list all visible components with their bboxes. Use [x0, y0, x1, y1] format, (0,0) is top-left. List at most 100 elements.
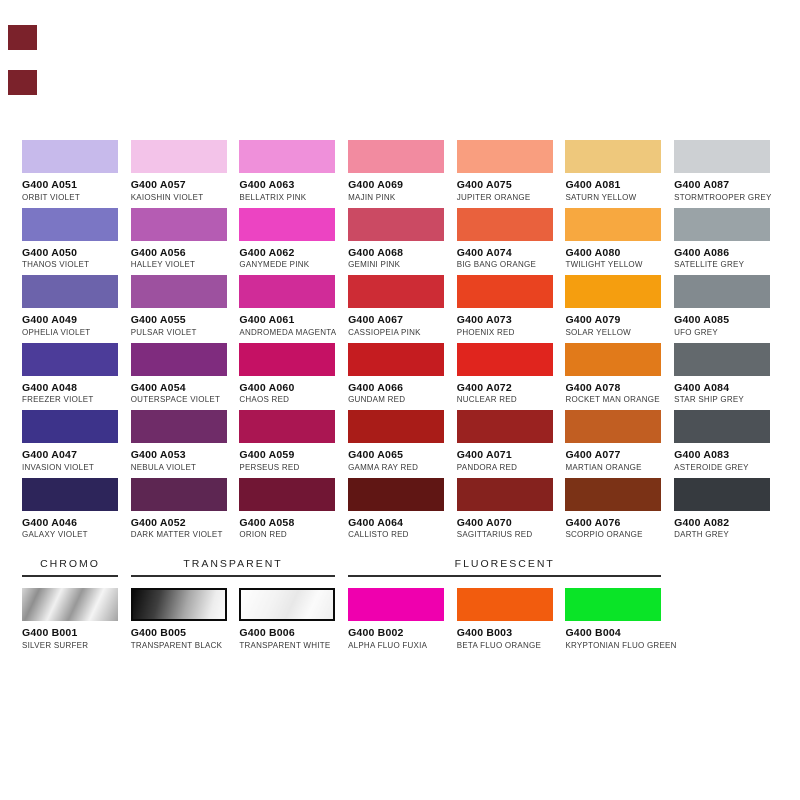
swatch-name: PANDORA RED: [456, 462, 518, 472]
finish-swatch-cell: G400 B002 ALPHA FLUO FUXIA: [348, 588, 445, 650]
swatch-name: TWILIGHT YELLOW: [565, 260, 643, 269]
swatch-code: G400 A064: [348, 516, 404, 529]
color-swatch: [348, 275, 445, 308]
swatch-cell: G400 A067 CASSIOPEIA PINK: [348, 275, 445, 343]
swatch-code: G400 A053: [130, 449, 186, 461]
swatch-name: GALAXY VIOLET: [22, 530, 88, 539]
color-swatch: [674, 275, 771, 308]
finish-color-swatch: [239, 588, 336, 621]
swatch-code: G400 A070: [456, 516, 512, 529]
swatch-code: G400 A074: [456, 246, 512, 259]
swatch-code: G400 A068: [348, 246, 404, 259]
finish-color-swatch: [456, 588, 553, 621]
finish-swatch-cell: G400 B004 KRYPTONIAN FLUO GREEN: [565, 588, 677, 650]
swatch-code: G400 A051: [22, 179, 78, 191]
swatch-name: GEMINI PINK: [348, 260, 401, 269]
swatch-name: SCORPIO ORANGE: [565, 530, 643, 539]
color-swatch: [22, 275, 118, 308]
swatch-cell: G400 A086 SATELLITE GREY: [674, 207, 771, 276]
swatch-code: G400 B001: [22, 627, 78, 639]
swatch-name: STORMTROOPER GREY: [674, 192, 772, 202]
swatch-name: OUTERSPACE VIOLET: [130, 395, 221, 404]
swatch-name: GUNDAM RED: [348, 395, 406, 404]
color-swatch: [239, 410, 336, 443]
color-swatch: [22, 140, 118, 173]
finish-color-swatch: [565, 588, 662, 621]
color-swatch: [348, 140, 445, 173]
swatch-cell: G400 A080 TWILIGHT YELLOW: [565, 207, 662, 276]
swatch-name: TRANSPARENT BLACK: [130, 640, 223, 650]
swatch-name: PULSAR VIOLET: [130, 327, 197, 337]
swatch-code: G400 A086: [674, 246, 730, 259]
swatch-cell: G400 A077 MARTIAN ORANGE: [565, 410, 662, 478]
color-swatch: [456, 477, 553, 511]
swatch-name: ANDROMEDA MAGENTA: [239, 327, 337, 337]
swatch-code: G400 A084: [674, 381, 730, 394]
finish-swatch-cell: G400 B001 SILVER SURFER: [22, 588, 118, 650]
swatch-name: DARK MATTER VIOLET: [130, 530, 223, 539]
swatch-cell: G400 A079 SOLAR YELLOW: [565, 275, 662, 343]
swatch-code: G400 A072: [456, 381, 512, 394]
color-swatch: [565, 275, 662, 308]
color-swatch: [565, 207, 662, 241]
swatch-code: G400 A076: [565, 516, 621, 529]
color-swatch: [22, 207, 118, 241]
swatch-name: PHOENIX RED: [456, 327, 515, 337]
swatch-cell: G400 A069 MAJIN PINK: [348, 140, 445, 208]
color-swatch: [674, 477, 771, 511]
swatch-code: G400 A046: [22, 516, 78, 529]
swatch-cell: G400 A075 JUPITER ORANGE: [456, 140, 553, 208]
swatch-cell: G400 A052 DARK MATTER VIOLET: [130, 477, 227, 546]
finish-group-chromo: CHROMO G400 B001 SILVER SURFER: [22, 558, 118, 650]
finish-group-title: FLUORESCENT: [348, 558, 662, 577]
swatch-name: SOLAR YELLOW: [565, 327, 631, 337]
color-swatch: [456, 410, 553, 443]
corner-mark-top: [8, 25, 37, 50]
color-swatch: [565, 410, 662, 443]
finish-group-items: G400 B001 SILVER SURFER: [22, 588, 118, 650]
color-swatch: [22, 342, 118, 376]
swatch-cell: G400 A081 SATURN YELLOW: [565, 140, 662, 208]
swatch-name: ALPHA FLUO FUXIA: [348, 640, 428, 650]
finish-color-swatch: [22, 588, 118, 621]
color-swatch: [239, 207, 336, 241]
swatch-cell: G400 A087 STORMTROOPER GREY: [674, 140, 772, 208]
swatch-name: BELLATRIX PINK: [239, 192, 307, 202]
swatch-code: G400 A063: [239, 179, 295, 191]
swatch-cell: G400 A046 GALAXY VIOLET: [22, 477, 118, 546]
color-swatch: [130, 207, 227, 241]
swatch-code: G400 B004: [565, 627, 621, 639]
finish-group-title: CHROMO: [22, 558, 118, 577]
swatch-code: G400 A085: [674, 314, 730, 326]
swatch-code: G400 A080: [565, 246, 621, 259]
finish-group-title: TRANSPARENT: [130, 558, 336, 577]
swatch-cell: G400 A082 DARTH GREY: [674, 477, 771, 546]
swatch-cell: G400 A071 PANDORA RED: [456, 410, 553, 478]
swatch-code: G400 A056: [130, 246, 186, 259]
color-swatch: [674, 140, 771, 173]
swatch-cell: G400 A073 PHOENIX RED: [456, 275, 553, 343]
finish-swatch-cell: G400 B006 TRANSPARENT WHITE: [239, 588, 336, 650]
swatch-name: SILVER SURFER: [22, 640, 89, 650]
swatch-code: G400 A075: [456, 179, 512, 191]
swatch-code: G400 A061: [239, 314, 295, 326]
swatch-cell: G400 A059 PERSEUS RED: [239, 410, 336, 478]
swatch-name: ORION RED: [239, 530, 287, 539]
swatch-cell: G400 A050 THANOS VIOLET: [22, 207, 118, 276]
swatch-name: KAIOSHIN VIOLET: [130, 192, 204, 202]
swatch-name: ASTEROIDE GREY: [674, 462, 749, 472]
swatch-name: GAMMA RAY RED: [348, 462, 419, 472]
color-swatch: [130, 275, 227, 308]
swatch-code: G400 A055: [130, 314, 186, 326]
swatch-code: G400 A057: [130, 179, 186, 191]
swatch-name: KRYPTONIAN FLUO GREEN: [565, 640, 677, 650]
color-swatch: [565, 342, 662, 376]
swatch-name: NUCLEAR RED: [456, 395, 517, 404]
swatch-code: G400 A071: [456, 449, 512, 461]
swatch-name: NEBULA VIOLET: [130, 462, 197, 472]
color-swatch: [239, 477, 336, 511]
color-swatch: [239, 140, 336, 173]
swatch-cell: G400 A056 HALLEY VIOLET: [130, 207, 227, 276]
swatch-name: PERSEUS RED: [239, 462, 300, 472]
swatch-cell: G400 A063 BELLATRIX PINK: [239, 140, 336, 208]
